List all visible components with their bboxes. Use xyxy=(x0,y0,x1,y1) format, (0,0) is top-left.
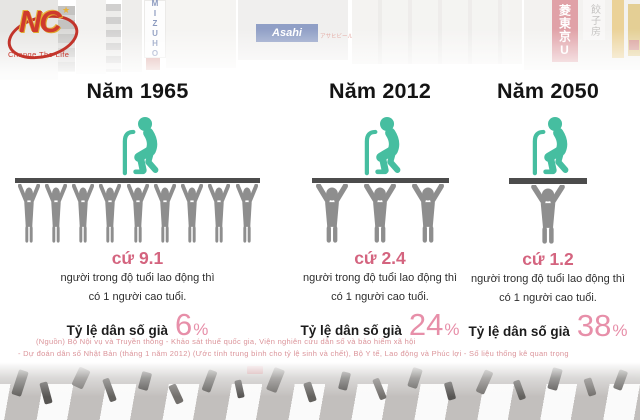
description-line: người trong độ tuổi lao động thì xyxy=(302,272,458,284)
workers-row xyxy=(528,185,568,246)
year-heading: Năm 1965 xyxy=(86,79,189,103)
worker-icon xyxy=(208,184,231,243)
rate-value: 6 xyxy=(174,307,193,342)
crosswalk-photo-banner xyxy=(0,362,640,420)
workers-row xyxy=(313,184,447,245)
year-column-2050: Năm 2050 cứ 1.2 người trong độ tuổi lao … xyxy=(457,78,639,341)
support-platform xyxy=(509,178,587,184)
worker-icon xyxy=(153,184,176,243)
logo-tagline: Change The Life xyxy=(8,50,70,59)
worker-icon xyxy=(316,184,348,243)
worker-icon xyxy=(364,184,396,243)
support-platform xyxy=(15,178,260,183)
elderly-person-icon xyxy=(532,116,569,176)
elderly-person-icon xyxy=(364,116,401,176)
worker-icon xyxy=(181,184,203,243)
rate-value: 24 xyxy=(408,307,444,342)
year-heading: Năm 2050 xyxy=(496,79,599,103)
description-line: có 1 người cao tuổi. xyxy=(499,292,597,304)
nc-logo: NC ★ Change The Life xyxy=(2,3,84,67)
workers-row xyxy=(16,184,260,245)
city-photo-banner: MIZUHO Asahi アサヒビール 菱東京U 餃子房 xyxy=(0,0,640,96)
year-heading: Năm 2012 xyxy=(328,79,431,103)
source-citation: (Nguồn) Bộ Nội vụ và Truyền thông - Khảo… xyxy=(0,336,640,359)
rate-unit: % xyxy=(193,320,209,339)
photo-fade-overlay xyxy=(0,362,640,420)
aging-rate-row: Tỷ lệ dân số già 24 % xyxy=(300,307,460,342)
worker-icon xyxy=(99,184,122,243)
logo-initials: NC xyxy=(19,4,62,39)
year-column-1965: Năm 1965 cứ 9.1 người trong độ tuổi lao … xyxy=(10,78,265,340)
worker-icon xyxy=(17,184,40,243)
year-column-2012: Năm 2012 cứ 2.4 người trong độ tuổi lao … xyxy=(287,78,473,340)
photo-fade-overlay xyxy=(0,0,640,96)
source-line: (Nguồn) Bộ Nội vụ và Truyền thông - Khảo… xyxy=(36,337,416,346)
description-line: người trong độ tuổi lao động thì xyxy=(60,272,215,284)
worker-icon xyxy=(126,184,149,243)
support-platform xyxy=(311,178,449,183)
worker-icon xyxy=(412,184,444,243)
worker-icon xyxy=(235,184,258,243)
aging-rate-row: Tỷ lệ dân số già 38 % xyxy=(468,308,628,343)
worker-icon xyxy=(72,184,94,243)
ratio-label: cứ 1.2 xyxy=(522,249,574,269)
rate-unit: % xyxy=(444,320,460,339)
description-line: người trong độ tuổi lao động thì xyxy=(470,273,626,285)
ratio-label: cứ 2.4 xyxy=(354,248,406,268)
elderly-person-icon xyxy=(122,116,158,176)
rate-label: Tỷ lệ dân số già xyxy=(468,324,570,339)
description-line: có 1 người cao tuổi. xyxy=(88,291,187,303)
description-line: có 1 người cao tuổi. xyxy=(331,291,429,303)
logo-star-icon: ★ xyxy=(62,5,71,15)
source-line: - Dự đoán dân số Nhật Bản (tháng 1 năm 2… xyxy=(18,348,569,358)
worker-icon xyxy=(44,184,67,243)
worker-icon xyxy=(531,185,565,244)
rate-unit: % xyxy=(612,321,628,340)
aging-rate-row: Tỷ lệ dân số già 6 % xyxy=(66,307,209,342)
rate-label: Tỷ lệ dân số già xyxy=(300,323,402,338)
rate-value: 38 xyxy=(576,308,612,343)
ratio-label: cứ 9.1 xyxy=(111,248,164,268)
rate-label: Tỷ lệ dân số già xyxy=(66,323,168,338)
